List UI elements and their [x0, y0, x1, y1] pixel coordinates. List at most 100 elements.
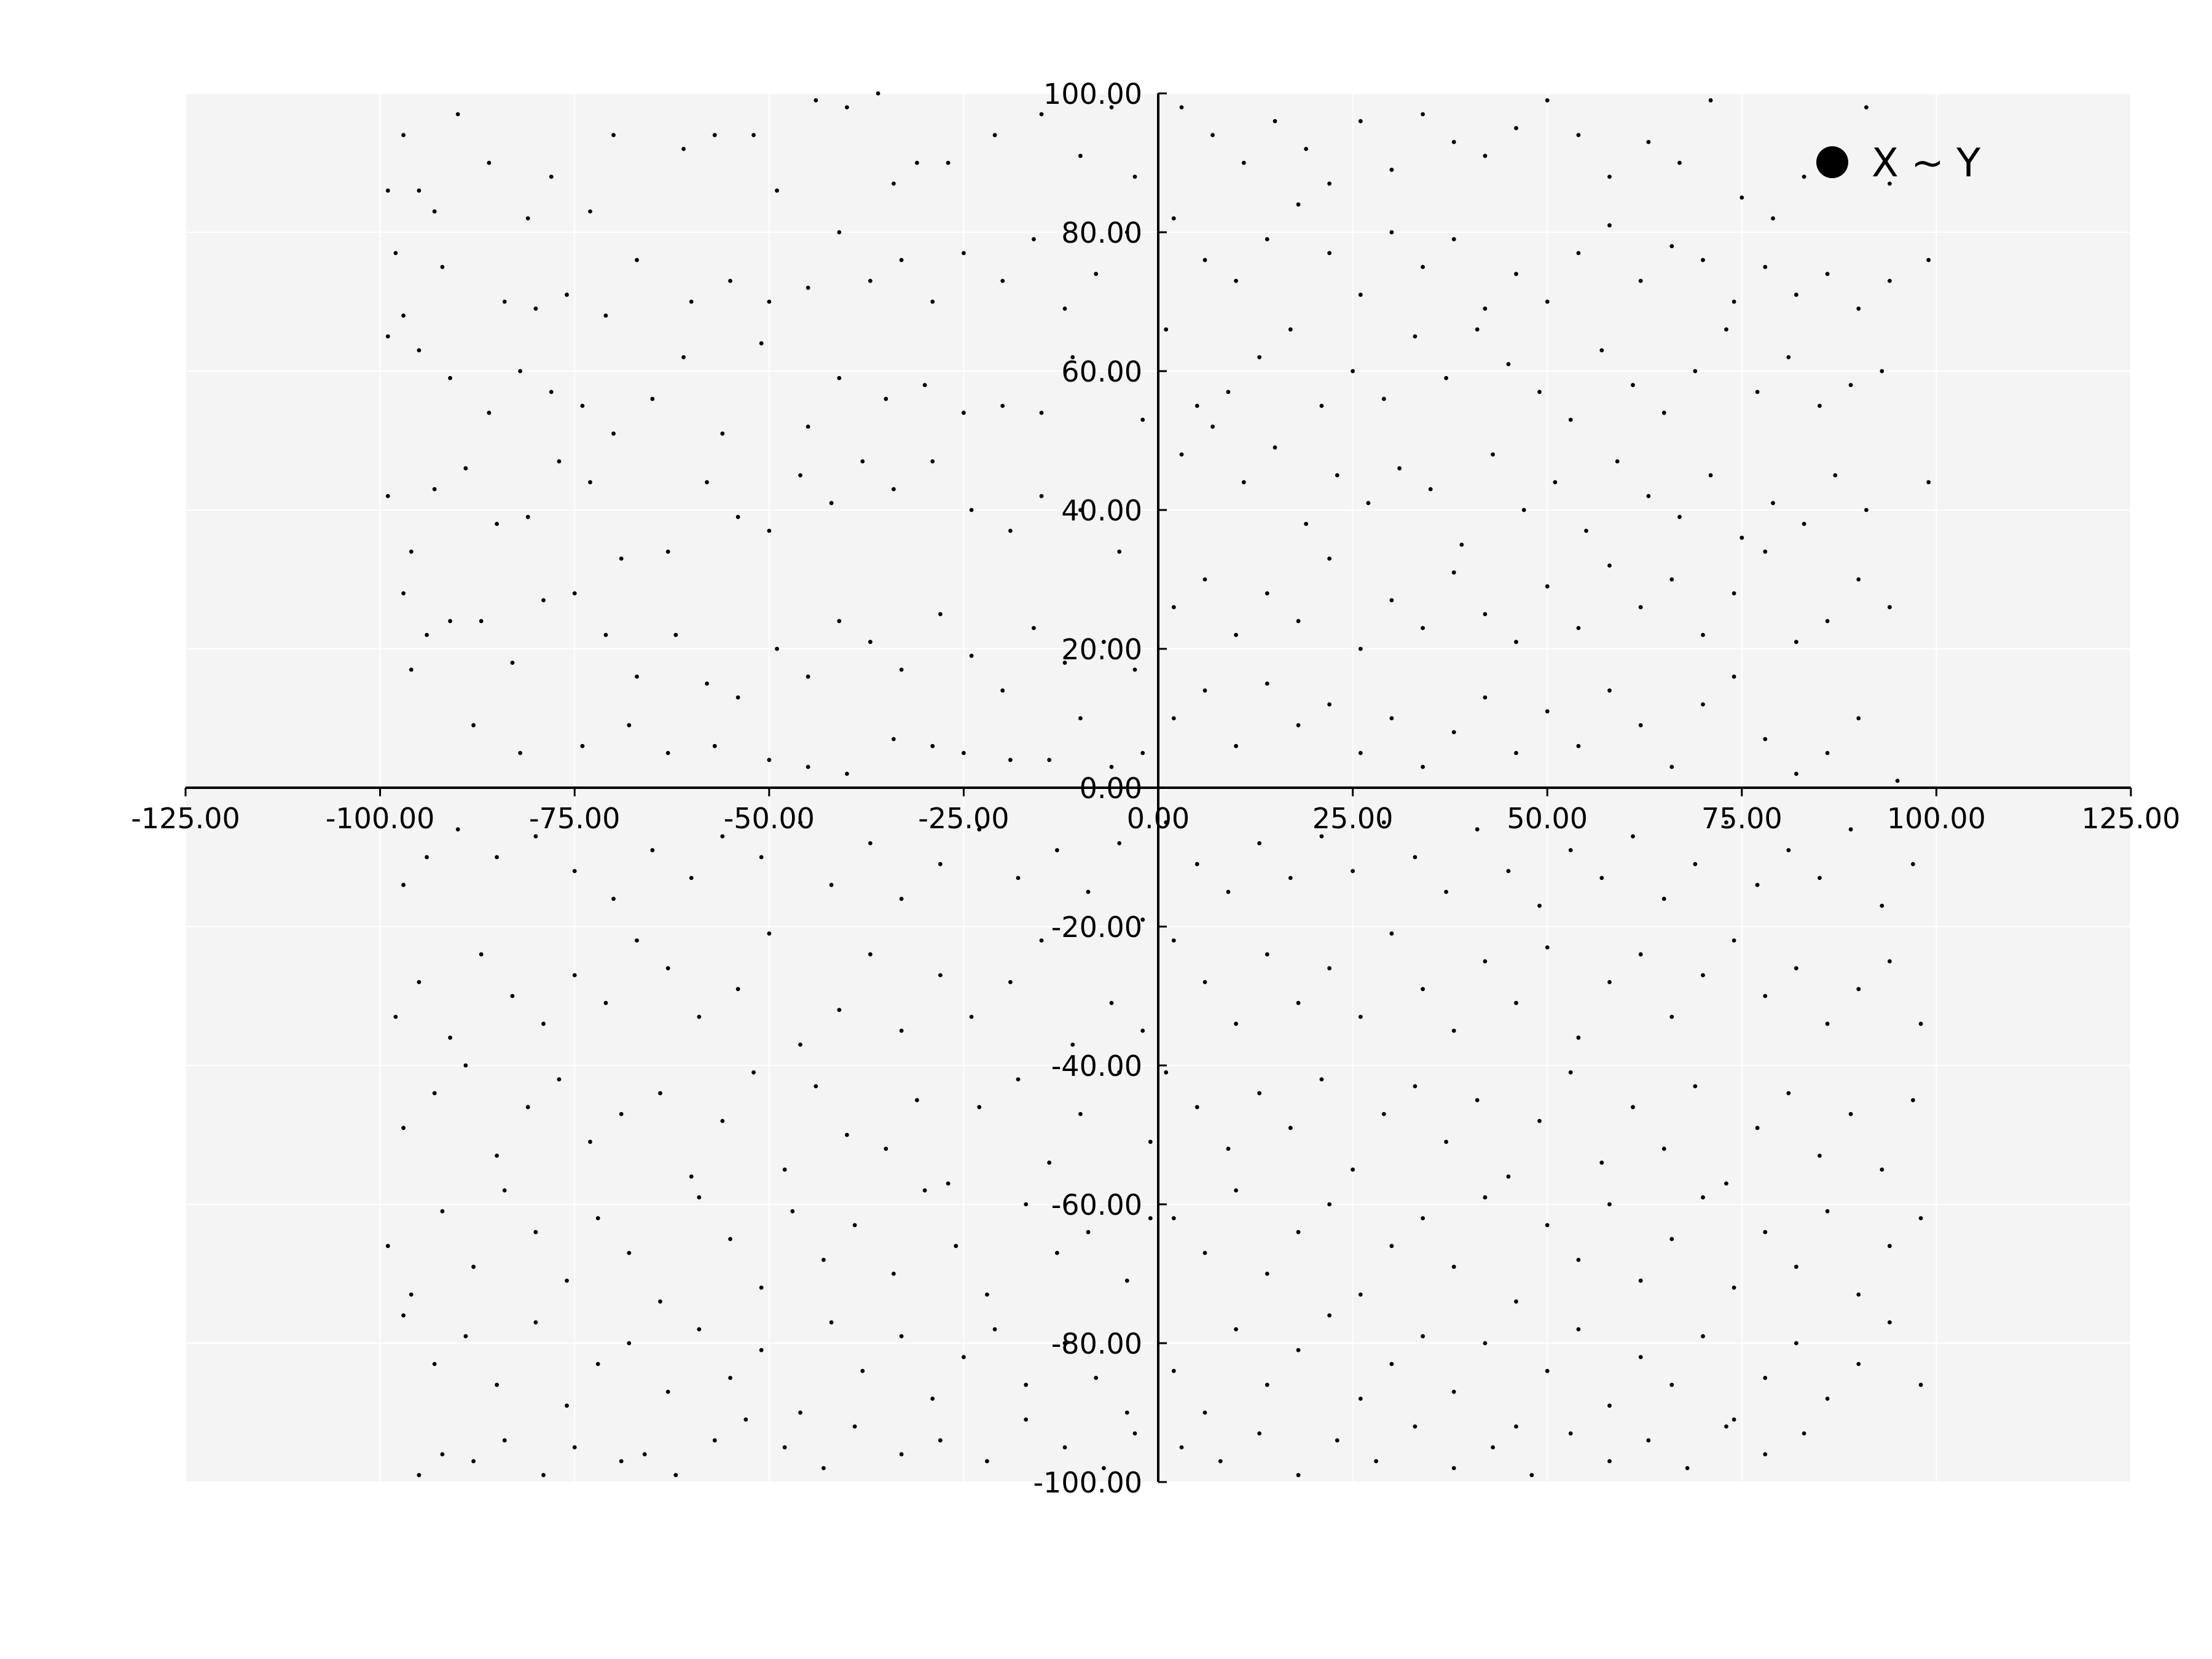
data-point	[1514, 1000, 1518, 1005]
data-point	[518, 751, 522, 755]
data-point	[1016, 1077, 1021, 1081]
data-point	[642, 1452, 647, 1457]
data-point	[1288, 876, 1293, 880]
data-point	[1607, 1403, 1612, 1408]
data-point	[689, 876, 694, 880]
data-point	[1825, 1397, 1830, 1401]
data-point	[1545, 1368, 1550, 1373]
data-point	[588, 209, 592, 214]
data-point	[1381, 1112, 1386, 1116]
data-point	[1381, 396, 1386, 401]
data-point	[1576, 743, 1581, 748]
data-point	[1179, 452, 1184, 457]
data-point	[1818, 1153, 1822, 1158]
data-point	[665, 751, 670, 755]
data-point	[892, 181, 896, 186]
scatter-points	[385, 91, 1931, 1478]
data-point	[487, 410, 492, 415]
data-point	[829, 501, 834, 506]
data-point	[1421, 112, 1426, 117]
data-point	[463, 1063, 468, 1068]
data-point	[1288, 1126, 1293, 1131]
data-point	[1918, 1021, 1923, 1026]
data-point	[1389, 931, 1394, 936]
data-point	[665, 1389, 670, 1394]
data-point	[767, 758, 772, 763]
data-point	[1483, 959, 1488, 963]
data-point	[1234, 1021, 1238, 1026]
data-point	[969, 508, 974, 512]
data-point	[845, 1132, 849, 1137]
data-point	[1739, 535, 1744, 540]
data-point	[1786, 1091, 1791, 1096]
data-point	[1265, 237, 1269, 241]
data-point	[432, 1091, 437, 1096]
y-tick-label: 40.00	[1061, 494, 1142, 527]
data-point	[658, 1299, 662, 1304]
data-point	[1739, 195, 1744, 200]
data-point	[1918, 1382, 1923, 1387]
data-point	[1685, 1466, 1690, 1470]
data-point	[938, 1438, 943, 1443]
data-point	[1234, 743, 1238, 748]
data-point	[1335, 1438, 1339, 1443]
data-point	[1109, 105, 1114, 110]
data-point	[1607, 1459, 1612, 1464]
data-point	[837, 375, 842, 380]
data-point	[728, 1376, 732, 1380]
data-point	[603, 313, 608, 318]
data-point	[1506, 1174, 1511, 1179]
data-point	[1724, 1181, 1728, 1186]
data-point	[751, 133, 756, 138]
data-point	[1194, 404, 1199, 408]
data-point	[1202, 577, 1207, 582]
data-point	[977, 1105, 982, 1110]
data-point	[603, 1000, 608, 1005]
data-point	[525, 1105, 530, 1110]
data-point	[1194, 861, 1199, 866]
data-point	[1701, 633, 1705, 637]
data-point	[969, 1014, 974, 1019]
data-point	[1389, 230, 1394, 235]
data-point	[1880, 369, 1885, 374]
data-point	[619, 556, 624, 561]
data-point	[1514, 751, 1518, 755]
data-point	[1669, 577, 1674, 582]
data-point	[1102, 640, 1106, 645]
data-point	[1888, 605, 1892, 610]
data-point	[518, 369, 522, 374]
data-point	[1646, 494, 1651, 498]
data-point	[1825, 1209, 1830, 1214]
data-point	[1265, 1382, 1269, 1387]
data-point	[1358, 1292, 1363, 1297]
data-point	[1451, 1389, 1456, 1394]
data-point	[1413, 1424, 1418, 1429]
data-point	[619, 1459, 624, 1464]
x-tick-label: 25.00	[1312, 802, 1394, 835]
data-point	[1888, 959, 1892, 963]
data-point	[915, 160, 919, 165]
data-point	[899, 1029, 904, 1033]
data-point	[588, 1139, 592, 1144]
data-point	[417, 1473, 422, 1478]
data-point	[1576, 1257, 1581, 1262]
data-point	[611, 133, 616, 138]
data-point	[782, 1167, 787, 1172]
data-point	[1327, 181, 1332, 186]
data-point	[852, 1223, 857, 1228]
data-point	[860, 459, 865, 464]
data-point	[1607, 175, 1612, 179]
data-point	[938, 861, 943, 866]
data-point	[1389, 167, 1394, 172]
data-point	[619, 1112, 624, 1116]
data-point	[455, 112, 460, 117]
data-point	[1631, 1105, 1635, 1110]
data-point	[1124, 1410, 1129, 1415]
data-point	[1327, 1202, 1332, 1207]
data-point	[1327, 1313, 1332, 1318]
data-point	[1047, 758, 1052, 763]
data-point	[1179, 1445, 1184, 1449]
data-point	[1078, 508, 1083, 512]
data-point	[1607, 1202, 1612, 1207]
